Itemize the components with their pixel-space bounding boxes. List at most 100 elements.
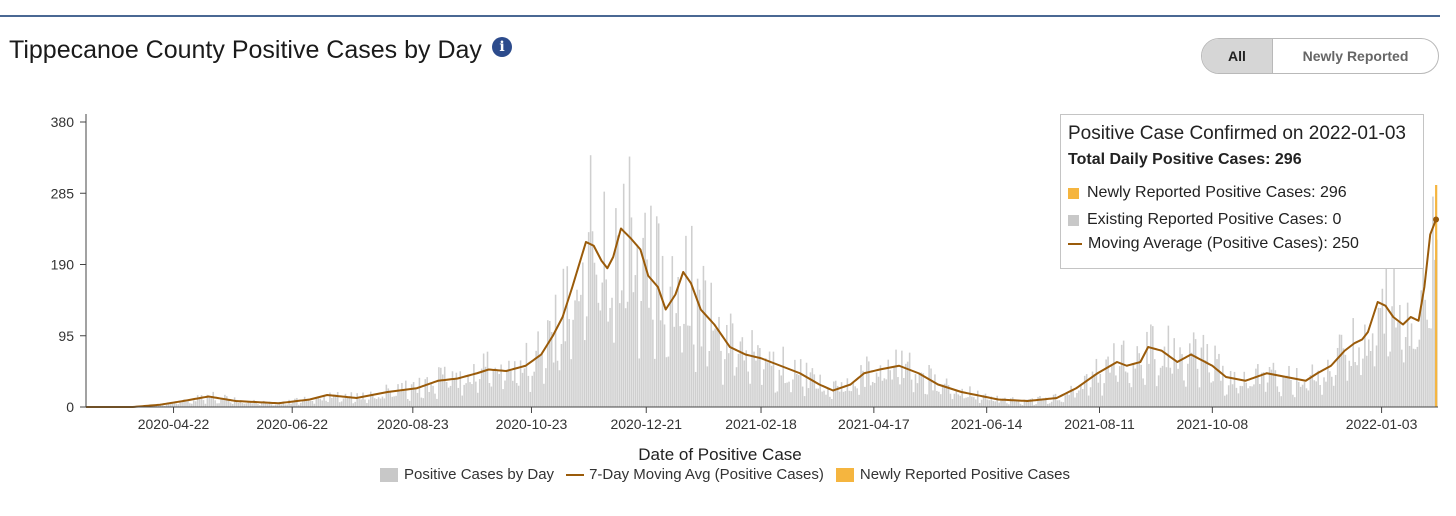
daily-bar[interactable] xyxy=(264,403,267,407)
daily-bar[interactable] xyxy=(957,394,960,407)
daily-bar[interactable] xyxy=(449,385,452,407)
daily-bar[interactable] xyxy=(823,390,825,407)
daily-bar[interactable] xyxy=(955,390,958,407)
daily-bar[interactable] xyxy=(1428,328,1430,407)
daily-bar[interactable] xyxy=(161,405,164,407)
daily-bar[interactable] xyxy=(366,403,368,407)
daily-bar[interactable] xyxy=(864,386,866,407)
daily-bar[interactable] xyxy=(1270,369,1273,407)
daily-bar[interactable] xyxy=(585,316,588,407)
daily-bar[interactable] xyxy=(1140,364,1142,407)
daily-bar[interactable] xyxy=(691,225,693,407)
daily-bar[interactable] xyxy=(702,265,705,407)
daily-bar[interactable] xyxy=(1272,362,1275,407)
daily-bar[interactable] xyxy=(1194,339,1197,407)
daily-bar[interactable] xyxy=(1150,324,1152,407)
daily-bar[interactable] xyxy=(315,397,318,407)
daily-bar[interactable] xyxy=(622,183,625,407)
daily-bar[interactable] xyxy=(1387,356,1389,407)
daily-bar[interactable] xyxy=(897,377,899,407)
daily-bar[interactable] xyxy=(807,388,810,407)
daily-bar[interactable] xyxy=(1323,377,1325,407)
daily-bar[interactable] xyxy=(1348,360,1351,407)
daily-bar[interactable] xyxy=(480,368,483,407)
daily-bar[interactable] xyxy=(1134,368,1137,407)
daily-bar[interactable] xyxy=(1041,399,1043,407)
daily-bar[interactable] xyxy=(368,399,370,407)
daily-bar[interactable] xyxy=(467,374,469,407)
daily-bar[interactable] xyxy=(465,383,467,407)
daily-bar[interactable] xyxy=(183,399,185,407)
daily-bar[interactable] xyxy=(173,401,176,407)
daily-bar[interactable] xyxy=(317,397,320,407)
daily-bar[interactable] xyxy=(1046,403,1049,407)
daily-bar[interactable] xyxy=(1146,331,1148,407)
daily-bar[interactable] xyxy=(916,383,919,407)
daily-bar[interactable] xyxy=(1202,334,1205,407)
daily-bar[interactable] xyxy=(1373,366,1376,407)
daily-bar[interactable] xyxy=(1130,387,1133,407)
daily-bar[interactable] xyxy=(708,351,711,407)
daily-bar[interactable] xyxy=(1056,400,1059,407)
daily-bar[interactable] xyxy=(733,375,736,407)
daily-bar[interactable] xyxy=(780,375,783,407)
daily-bar[interactable] xyxy=(782,346,784,407)
daily-bar[interactable] xyxy=(1406,302,1409,407)
daily-bar[interactable] xyxy=(819,374,821,407)
daily-bar[interactable] xyxy=(342,398,345,407)
daily-bar[interactable] xyxy=(1344,354,1347,407)
daily-bar[interactable] xyxy=(797,375,800,407)
daily-bar[interactable] xyxy=(628,156,631,407)
daily-bar[interactable] xyxy=(346,397,349,407)
daily-bar[interactable] xyxy=(1259,383,1261,407)
daily-bar[interactable] xyxy=(185,401,187,407)
daily-bar[interactable] xyxy=(836,385,839,407)
daily-bar[interactable] xyxy=(603,191,606,407)
daily-bar[interactable] xyxy=(1424,299,1426,407)
daily-bar[interactable] xyxy=(572,319,574,407)
daily-bar[interactable] xyxy=(177,404,179,407)
daily-bar[interactable] xyxy=(1364,324,1366,407)
daily-bar[interactable] xyxy=(307,400,310,407)
daily-bar[interactable] xyxy=(280,404,283,407)
daily-bar[interactable] xyxy=(879,365,882,407)
daily-bar[interactable] xyxy=(560,344,563,407)
daily-bar[interactable] xyxy=(486,351,489,407)
daily-bar[interactable] xyxy=(1025,399,1028,407)
daily-bar[interactable] xyxy=(796,373,798,407)
daily-bar[interactable] xyxy=(1408,345,1411,407)
daily-bar[interactable] xyxy=(817,388,819,407)
daily-bar[interactable] xyxy=(157,404,160,407)
daily-bar[interactable] xyxy=(716,329,718,407)
daily-bar[interactable] xyxy=(675,313,677,407)
daily-bar[interactable] xyxy=(1021,405,1024,407)
daily-bar[interactable] xyxy=(167,403,170,407)
daily-bar[interactable] xyxy=(1103,383,1105,407)
daily-bar[interactable] xyxy=(591,231,594,407)
daily-bar[interactable] xyxy=(496,371,499,407)
daily-bar[interactable] xyxy=(568,319,570,407)
daily-bar[interactable] xyxy=(920,372,923,407)
daily-bar[interactable] xyxy=(169,402,172,407)
daily-bar[interactable] xyxy=(992,400,995,407)
daily-bar[interactable] xyxy=(778,369,781,407)
daily-bar[interactable] xyxy=(597,302,600,407)
daily-bar[interactable] xyxy=(1117,381,1119,407)
daily-bar[interactable] xyxy=(739,341,742,407)
daily-bar[interactable] xyxy=(827,388,829,407)
daily-bar[interactable] xyxy=(869,385,872,407)
daily-bar[interactable] xyxy=(360,399,362,407)
daily-bar[interactable] xyxy=(403,389,405,407)
daily-bar[interactable] xyxy=(1309,375,1312,407)
daily-bar[interactable] xyxy=(1035,404,1037,407)
daily-bar[interactable] xyxy=(303,396,306,407)
daily-bar[interactable] xyxy=(576,289,578,407)
daily-bar[interactable] xyxy=(198,397,201,407)
daily-bar[interactable] xyxy=(1101,395,1104,407)
daily-bar[interactable] xyxy=(889,370,891,407)
daily-bar[interactable] xyxy=(743,360,746,407)
daily-bar[interactable] xyxy=(1167,325,1170,407)
daily-bar[interactable] xyxy=(1093,374,1096,407)
daily-bar[interactable] xyxy=(1224,395,1226,407)
daily-bar[interactable] xyxy=(694,371,697,407)
